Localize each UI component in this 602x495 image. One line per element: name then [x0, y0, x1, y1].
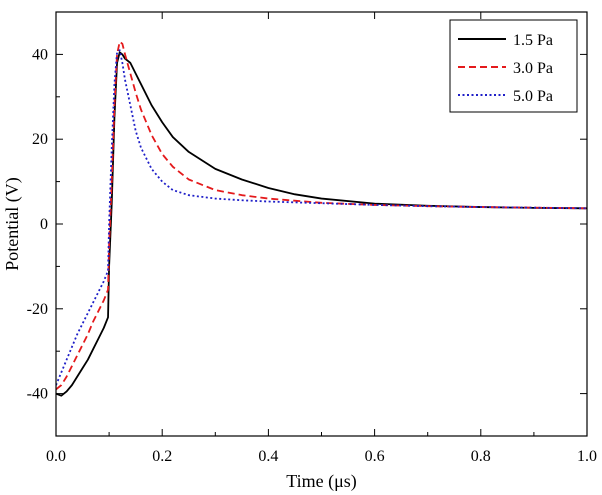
- series-line-2: [56, 40, 587, 391]
- legend-label-2: 3.0 Pa: [513, 60, 553, 77]
- legend-label-1: 1.5 Pa: [513, 32, 553, 49]
- y-tick-label: 0: [40, 216, 48, 233]
- x-axis-title: Time (μs): [286, 471, 357, 492]
- series-layer: [56, 40, 587, 397]
- x-tick-label: 1.0: [577, 448, 597, 465]
- x-tick-label: 0.6: [365, 448, 385, 465]
- ticks-layer: 0.0 0.2 0.4 0.6 0.8 1.0 -40 -20 0 20 40: [27, 12, 597, 465]
- series-line-3: [56, 49, 587, 386]
- y-tick-label: -40: [27, 386, 48, 403]
- x-tick-label: 0.8: [471, 448, 491, 465]
- y-tick-label: -20: [27, 301, 48, 318]
- x-tick-label: 0.0: [46, 448, 66, 465]
- legend: 1.5 Pa 3.0 Pa 5.0 Pa: [449, 19, 578, 113]
- x-tick-label: 0.2: [152, 448, 172, 465]
- y-axis-title: Potential (V): [2, 177, 23, 270]
- x-tick-label: 0.4: [258, 448, 278, 465]
- y-tick-label: 40: [32, 46, 48, 63]
- legend-label-3: 5.0 Pa: [513, 88, 553, 105]
- y-tick-label: 20: [32, 131, 48, 148]
- series-line-1: [56, 51, 587, 397]
